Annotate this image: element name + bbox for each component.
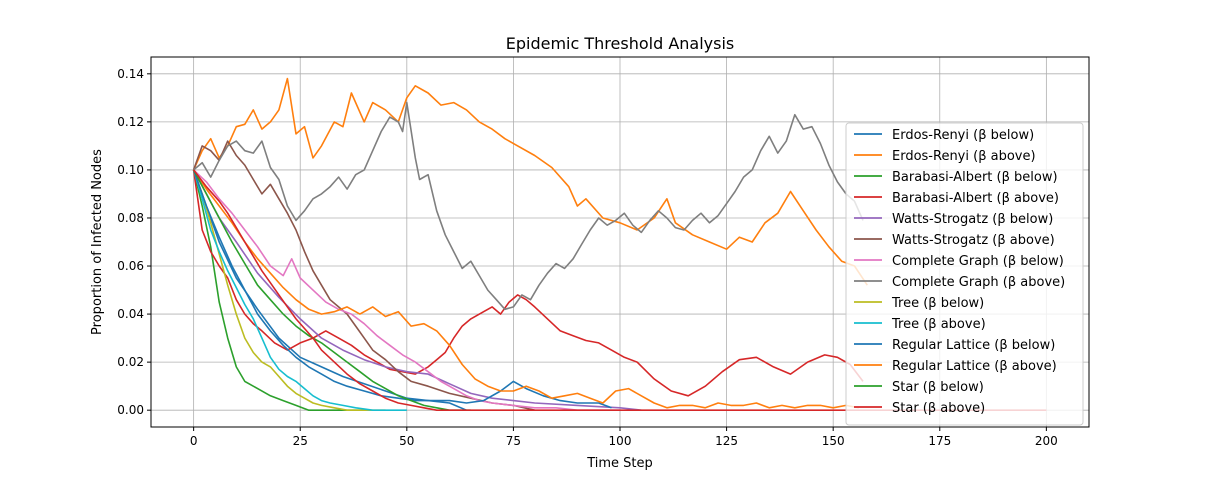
x-tick-label: 125 (715, 434, 738, 448)
y-tick-label: 0.04 (117, 307, 144, 321)
legend-entry: Regular Lattice (β below) (892, 338, 1055, 353)
y-axis-label: Proportion of Infected Nodes (90, 149, 105, 335)
legend-entry: Tree (β above) (891, 317, 986, 332)
legend-entry: Regular Lattice (β above) (892, 359, 1057, 374)
y-tick-label: 0.12 (117, 115, 144, 129)
y-tick-label: 0.06 (117, 259, 144, 273)
legend-entry: Barabasi-Albert (β below) (892, 170, 1058, 185)
legend-entry: Watts-Strogatz (β above) (892, 233, 1055, 248)
legend-entry: Star (β above) (892, 401, 985, 416)
chart-title: Epidemic Threshold Analysis (506, 34, 734, 53)
x-tick-label: 150 (822, 434, 845, 448)
legend-entry: Complete Graph (β above) (892, 275, 1065, 290)
x-tick-label: 175 (928, 434, 951, 448)
x-tick-label: 25 (293, 434, 308, 448)
legend-entry: Star (β below) (892, 380, 984, 395)
legend-entry: Barabasi-Albert (β above) (892, 191, 1059, 206)
x-tick-label: 50 (399, 434, 414, 448)
x-tick-label: 200 (1035, 434, 1058, 448)
legend-entry: Watts-Strogatz (β below) (892, 212, 1053, 227)
x-tick-label: 100 (609, 434, 632, 448)
y-tick-label: 0.10 (117, 163, 144, 177)
y-tick-label: 0.08 (117, 211, 144, 225)
legend-entry: Erdos-Renyi (β above) (892, 149, 1036, 164)
legend-entry: Tree (β below) (891, 296, 984, 311)
x-tick-label: 0 (190, 434, 198, 448)
legend: Erdos-Renyi (β below) Erdos-Renyi (β abov… (846, 123, 1083, 425)
x-tick-label: 75 (506, 434, 521, 448)
x-axis-label: Time Step (586, 456, 653, 471)
y-tick-label: 0.02 (117, 355, 144, 369)
y-tick-label: 0.00 (117, 403, 144, 417)
y-tick-label: 0.14 (117, 67, 144, 81)
legend-entry: Erdos-Renyi (β below) (892, 128, 1034, 143)
legend-entry: Complete Graph (β below) (892, 254, 1064, 269)
